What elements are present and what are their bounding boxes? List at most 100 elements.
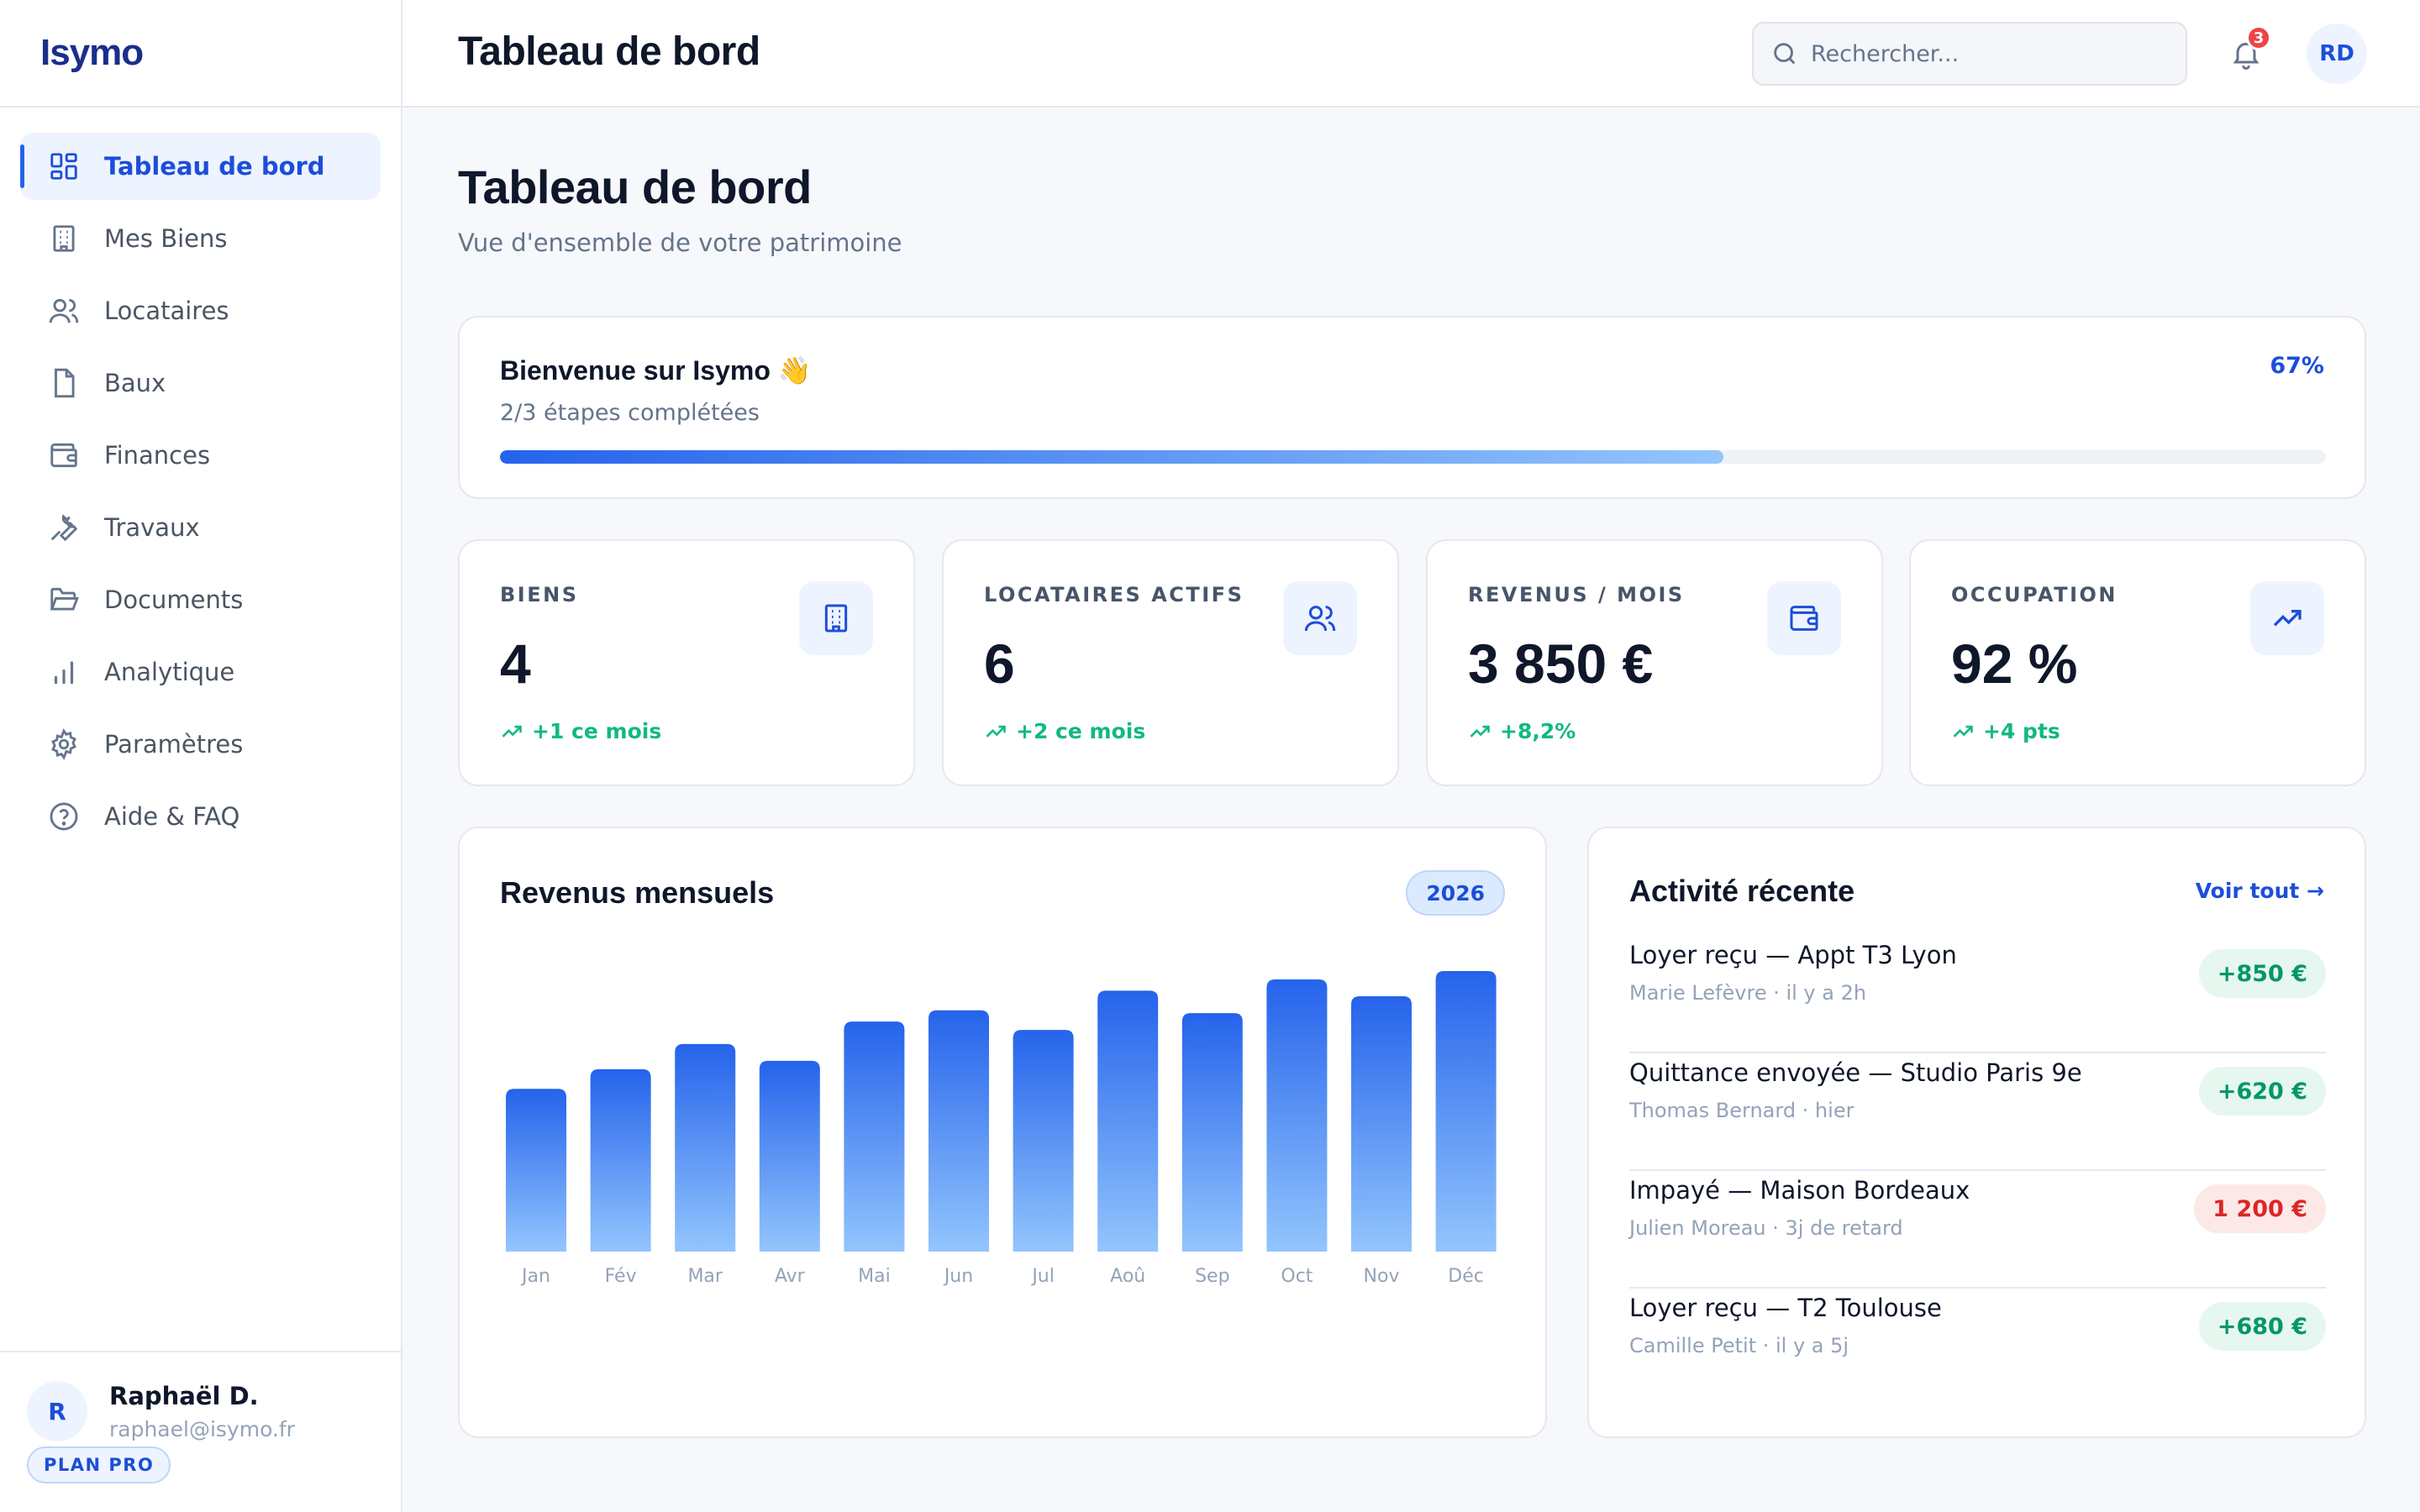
x-tick-label: Mar [687, 1266, 723, 1287]
stat-value: 92 % [1951, 633, 2078, 695]
stat-card-revenue: REVENUS / MOIS 3 850 € +8,2% [1426, 539, 1883, 786]
sidebar-item-label: Finances [104, 441, 211, 470]
avatar: R [27, 1381, 87, 1441]
stat-trend-text: +4 pts [1983, 719, 2060, 743]
search-icon [1774, 43, 1796, 65]
progress-fill [500, 450, 1723, 464]
amount-badge: 1 200 € [2194, 1184, 2326, 1233]
bar-aoû[interactable] [1097, 990, 1159, 1252]
activity-item-meta: Camille Petit · il y a 5j [1629, 1334, 1849, 1357]
stat-trend: +8,2% [1468, 719, 1576, 743]
x-tick-label: Fév [605, 1266, 637, 1287]
amount-badge: +850 € [2198, 949, 2326, 998]
trending-up-icon [502, 725, 522, 738]
trending-up-icon [2250, 581, 2324, 655]
sidebar-item-label: Mes Biens [104, 224, 228, 253]
bar-mar[interactable] [675, 1043, 736, 1252]
sidebar-item-label: Baux [104, 369, 166, 397]
activity-item[interactable]: Quittance envoyée — Studio Paris 9e Thom… [1629, 1053, 2326, 1171]
sidebar-item-documents[interactable]: Documents [20, 566, 381, 633]
user-info: Raphaël D. raphael@isymo.fr [109, 1382, 295, 1441]
sidebar-item-tenants[interactable]: Locataires [20, 277, 381, 344]
bar-oct[interactable] [1266, 979, 1328, 1252]
brand-logo[interactable]: Isymo [0, 0, 401, 108]
bar-jun[interactable] [929, 1010, 989, 1252]
stat-trend: +1 ce mois [500, 719, 661, 743]
activity-item-title: Loyer reçu — Appt T3 Lyon [1629, 941, 1957, 969]
stat-value: 4 [500, 633, 531, 695]
sidebar-item-label: Tableau de bord [104, 152, 325, 181]
bar-sep[interactable] [1181, 1013, 1243, 1252]
activity-item-title: Loyer reçu — T2 Toulouse [1629, 1294, 1942, 1322]
bar-jul[interactable] [1013, 1030, 1074, 1252]
sidebar-item-label: Locataires [104, 297, 229, 325]
x-tick-label: Aoû [1110, 1266, 1145, 1287]
building-icon [799, 581, 873, 655]
x-tick-label: Avr [775, 1266, 806, 1287]
activity-title: Activité récente [1629, 874, 1855, 908]
stat-value: 3 850 € [1468, 633, 1654, 695]
sidebar-item-label: Aide & FAQ [104, 802, 240, 831]
stat-label: LOCATAIRES ACTIFS [984, 583, 1244, 606]
welcome-title: Bienvenue sur Isymo 👋 [500, 355, 812, 386]
trending-up-icon [1470, 725, 1490, 738]
activity-item[interactable]: Loyer reçu — Appt T3 Lyon Marie Lefèvre … [1629, 936, 2326, 1053]
bar-fév[interactable] [590, 1068, 651, 1252]
search-box[interactable] [1752, 22, 2187, 86]
activity-item-title: Impayé — Maison Bordeaux [1629, 1176, 1970, 1205]
plan-badge: PLAN PRO [27, 1446, 171, 1483]
x-axis-labels: Jan Fév Mar Avr Mai Jun Jul Aoû Sep Oct Nov Déc [520, 1266, 1484, 1287]
stat-card-occupancy: OCCUPATION 92 % +4 pts [1909, 539, 2366, 786]
activity-item[interactable]: Loyer reçu — T2 Toulouse Camille Petit ·… [1629, 1289, 2326, 1406]
stat-trend: +4 pts [1951, 719, 2060, 743]
sidebar-item-finances[interactable]: Finances [20, 422, 381, 489]
page-title: Tableau de bord [458, 160, 812, 213]
bar-déc[interactable] [1435, 971, 1497, 1252]
notifications-button[interactable]: 3 [2224, 25, 2271, 76]
avatar[interactable]: RD [2307, 24, 2367, 84]
stat-trend-text: +8,2% [1500, 719, 1576, 743]
user-row: R Raphaël D. raphael@isymo.fr [27, 1381, 401, 1441]
sidebar-item-leases[interactable]: Baux [20, 349, 381, 417]
sidebar-item-settings[interactable]: Paramètres [20, 711, 381, 778]
wallet-icon [1767, 581, 1841, 655]
recent-activity-card: Activité récente Voir tout → Loyer reçu … [1587, 827, 2366, 1438]
sidebar-item-label: Paramètres [104, 730, 244, 759]
sidebar-item-label: Analytique [104, 658, 235, 686]
sidebar: Isymo Tableau de bord Mes Biens Locatair… [0, 0, 402, 1512]
bar-nov[interactable] [1351, 996, 1412, 1252]
revenue-chart-card: Revenus mensuels 2026 Jan Fév Mar Avr Mai Jun… [458, 827, 1547, 1438]
bar-avr[interactable] [759, 1060, 820, 1252]
bar-jan[interactable] [506, 1089, 566, 1252]
bar-mai[interactable] [844, 1021, 905, 1252]
user-profile[interactable]: R Raphaël D. raphael@isymo.fr PLAN PRO [0, 1351, 401, 1512]
stat-card-properties: BIENS 4 +1 ce mois [458, 539, 915, 786]
activity-list: Loyer reçu — Appt T3 Lyon Marie Lefèvre … [1629, 936, 2326, 1406]
users-icon [47, 294, 81, 328]
sidebar-item-help[interactable]: Aide & FAQ [20, 783, 381, 850]
onboarding-progress [500, 450, 2326, 464]
sidebar-item-works[interactable]: Travaux [20, 494, 381, 561]
sidebar-item-properties[interactable]: Mes Biens [20, 205, 381, 272]
building-icon [47, 222, 81, 255]
wallet-icon [47, 438, 81, 472]
sidebar-item-analytics[interactable]: Analytique [20, 638, 381, 706]
stat-value: 6 [984, 633, 1015, 695]
x-tick-label: Sep [1195, 1266, 1229, 1287]
document-icon [47, 366, 81, 400]
x-tick-label: Oct [1281, 1266, 1313, 1287]
stat-card-tenants: LOCATAIRES ACTIFS 6 +2 ce mois [942, 539, 1399, 786]
search-input[interactable] [1811, 40, 2164, 67]
sidebar-item-label: Documents [104, 585, 244, 614]
activity-item-meta: Thomas Bernard · hier [1629, 1099, 1854, 1122]
trending-up-icon [986, 725, 1006, 738]
activity-item-meta: Marie Lefèvre · il y a 2h [1629, 981, 1867, 1005]
activity-item[interactable]: Impayé — Maison Bordeaux Julien Moreau ·… [1629, 1171, 2326, 1289]
page-subtitle: Vue d'ensemble de votre patrimoine [458, 228, 902, 257]
sidebar-item-dashboard[interactable]: Tableau de bord [20, 133, 381, 200]
user-name: Raphaël D. [109, 1381, 259, 1410]
see-all-link[interactable]: Voir tout → [2195, 879, 2324, 903]
gear-icon [47, 727, 81, 761]
x-tick-label: Jul [1030, 1266, 1055, 1287]
year-selector[interactable]: 2026 [1406, 870, 1505, 916]
